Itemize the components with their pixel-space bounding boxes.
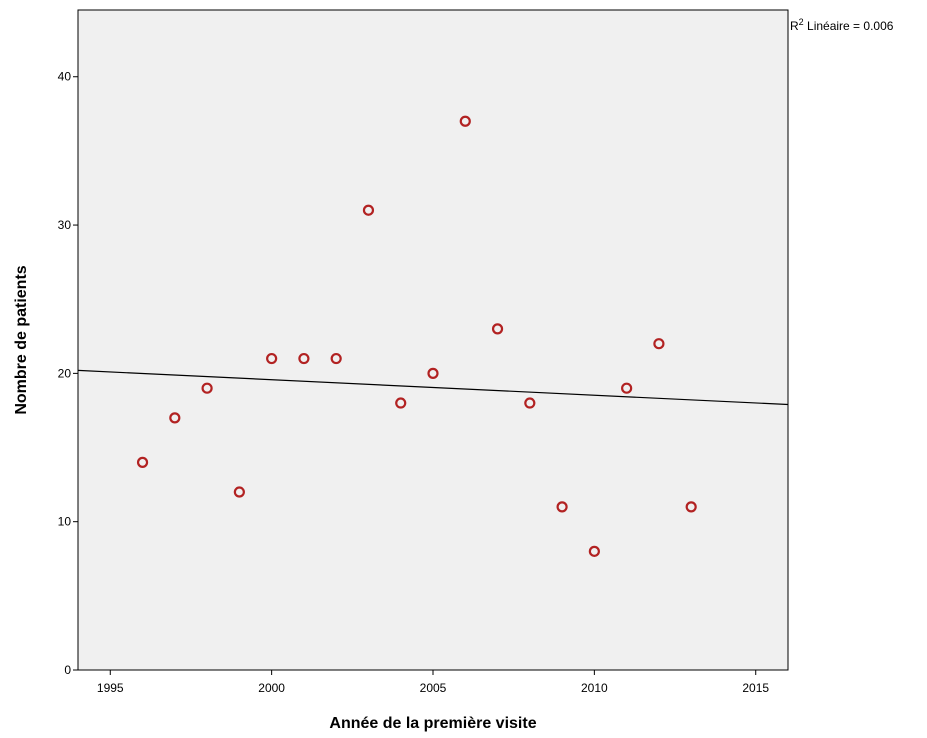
x-tick-label: 2005 [420, 681, 447, 695]
r2-label: R2 Linéaire = 0.006 [790, 17, 894, 33]
data-point [653, 338, 665, 350]
data-point [621, 382, 633, 394]
x-tick-label: 2015 [742, 681, 769, 695]
y-tick-label: 10 [58, 515, 72, 529]
y-tick-label: 30 [58, 218, 72, 232]
plot-area [77, 9, 789, 671]
data-point [169, 412, 181, 424]
x-tick-label: 1995 [97, 681, 124, 695]
y-tick-label: 20 [58, 366, 72, 380]
data-point [201, 382, 213, 394]
data-point [266, 352, 278, 365]
x-tick-label: 2010 [581, 681, 608, 695]
x-axis-ticks: 1995 2000 2005 2010 2015 [97, 670, 769, 695]
data-points [136, 115, 697, 557]
fit-line [77, 369, 789, 406]
y-tick-label: 40 [58, 70, 72, 84]
data-point [491, 323, 504, 335]
data-point [233, 486, 245, 498]
y-axis-ticks: 0 10 20 30 40 [58, 70, 78, 677]
data-point [685, 501, 697, 513]
x-axis-title: Année de la première visite [329, 715, 536, 732]
x-tick-label: 2000 [258, 681, 285, 695]
data-point [330, 352, 342, 365]
y-axis-title: Nombre de patients [13, 265, 30, 414]
r2-superscript: 2 [799, 17, 804, 27]
data-point [136, 456, 149, 468]
r2-value: Linéaire = 0.006 [804, 19, 894, 33]
data-point [459, 115, 471, 127]
data-point [395, 397, 407, 409]
data-point [298, 352, 310, 365]
data-point [588, 545, 600, 557]
data-point [427, 367, 439, 379]
data-point [362, 204, 375, 216]
r2-prefix: R [790, 19, 799, 33]
data-point [556, 501, 568, 513]
data-point [524, 397, 536, 409]
y-tick-label: 0 [64, 663, 71, 677]
